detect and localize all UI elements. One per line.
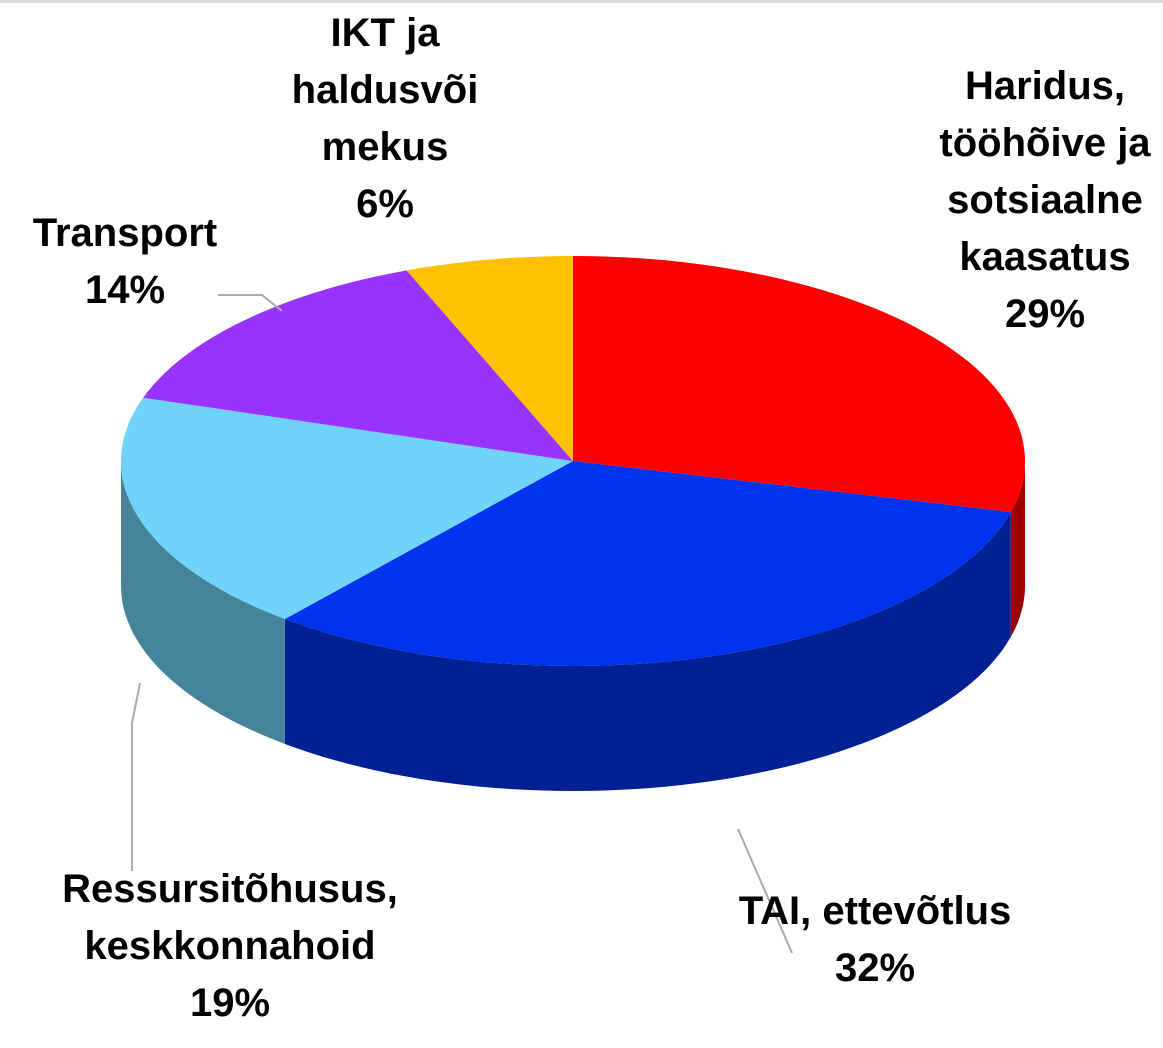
category-label: Transport — [32, 211, 218, 255]
slice — [573, 256, 1025, 512]
slice-side — [284, 512, 1011, 791]
leader-line — [737, 828, 793, 954]
leader-line — [131, 682, 141, 871]
slice — [284, 461, 1011, 666]
slice — [406, 256, 573, 461]
slice-label: IKT ja haldusvõimekus 6% — [285, 5, 485, 233]
leader-line — [218, 294, 283, 312]
category-label: TAI, ettevõtlus — [738, 889, 1012, 933]
category-label: Ressursitõhusus, keskkonnahoid — [62, 867, 398, 968]
slice-label: Transport 14% — [0, 205, 250, 319]
slice-label: Ressursitõhusus, keskkonnahoid 19% — [10, 861, 450, 1032]
percent-label: 19% — [189, 981, 271, 1025]
slice — [121, 397, 573, 619]
percent-label: 6% — [356, 182, 414, 226]
slice-side — [121, 461, 285, 744]
category-label: IKT ja haldusvõimekus — [291, 11, 479, 169]
slice-side — [1010, 461, 1025, 637]
slice — [143, 270, 573, 461]
percent-label: 32% — [834, 946, 916, 990]
pie-canvas — [121, 256, 1025, 954]
category-label: Haridus, tööhõive ja sotsiaalne kaasatus — [939, 64, 1151, 279]
slice-label: TAI, ettevõtlus 32% — [735, 883, 1015, 997]
percent-label: 29% — [1004, 292, 1086, 336]
percent-label: 14% — [84, 268, 166, 312]
slice-label: Haridus, tööhõive ja sotsiaalne kaasatus… — [925, 58, 1163, 343]
